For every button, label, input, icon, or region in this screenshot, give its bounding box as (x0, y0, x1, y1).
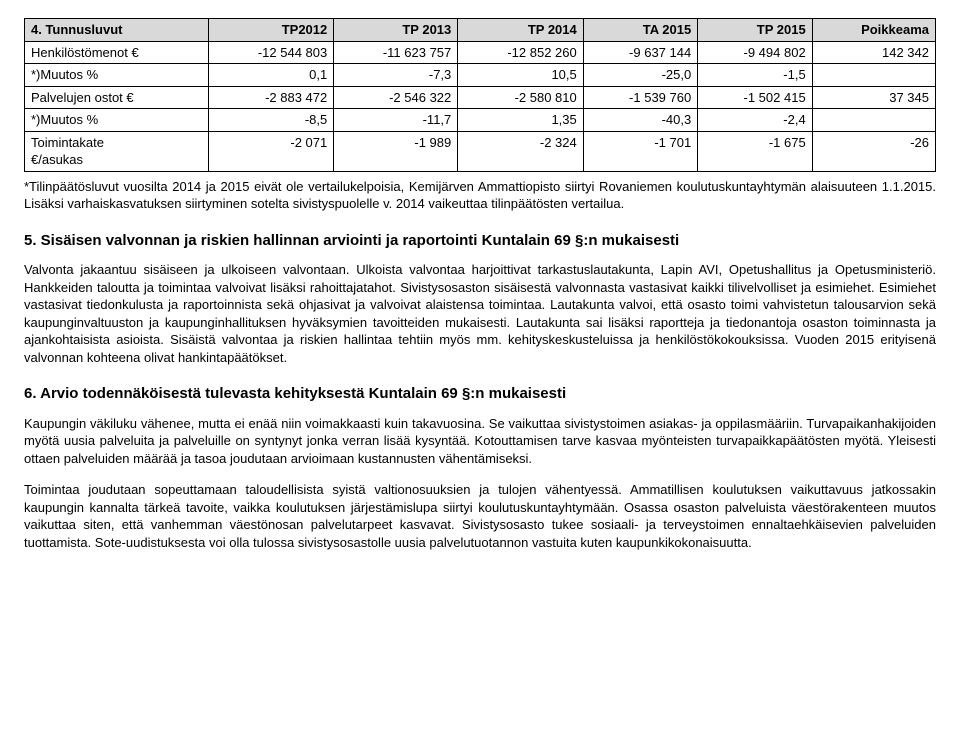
row-label: Toimintakate €/asukas (25, 131, 209, 171)
table-row: *)Muutos %-8,5-11,71,35-40,3-2,4 (25, 109, 936, 132)
table-row: *)Muutos %0,1-7,310,5-25,0-1,5 (25, 64, 936, 87)
cell-value: 10,5 (458, 64, 583, 87)
col-header: 4. Tunnusluvut (25, 19, 209, 42)
cell-value: -12 852 260 (458, 41, 583, 64)
cell-value: -2,4 (698, 109, 812, 132)
section6-paragraph-1: Kaupungin väkiluku vähenee, mutta ei enä… (24, 415, 936, 468)
cell-value: -26 (812, 131, 935, 171)
section5-title: 5. Sisäisen valvonnan ja riskien hallinn… (24, 231, 936, 251)
col-header: TP 2013 (334, 19, 458, 42)
row-label: Henkilöstömenot € (25, 41, 209, 64)
cell-value: -1 675 (698, 131, 812, 171)
cell-value: -11,7 (334, 109, 458, 132)
section5-paragraph: Valvonta jakaantuu sisäiseen ja ulkoisee… (24, 261, 936, 366)
cell-value: -40,3 (583, 109, 697, 132)
cell-value (812, 109, 935, 132)
cell-value (812, 64, 935, 87)
table-footnote: *Tilinpäätösluvut vuosilta 2014 ja 2015 … (24, 178, 936, 213)
cell-value: 0,1 (208, 64, 333, 87)
cell-value: -2 580 810 (458, 86, 583, 109)
col-header: TA 2015 (583, 19, 697, 42)
section6-paragraph-2: Toimintaa joudutaan sopeuttamaan taloude… (24, 481, 936, 551)
cell-value: -1 502 415 (698, 86, 812, 109)
cell-value: -25,0 (583, 64, 697, 87)
financial-table: 4. Tunnusluvut TP2012 TP 2013 TP 2014 TA… (24, 18, 936, 172)
cell-value: 1,35 (458, 109, 583, 132)
cell-value: -2 883 472 (208, 86, 333, 109)
cell-value: -1,5 (698, 64, 812, 87)
cell-value: -1 701 (583, 131, 697, 171)
cell-value: -11 623 757 (334, 41, 458, 64)
table-row: Toimintakate €/asukas-2 071-1 989-2 324-… (25, 131, 936, 171)
cell-value: -12 544 803 (208, 41, 333, 64)
col-header: TP 2015 (698, 19, 812, 42)
section6-title: 6. Arvio todennäköisestä tulevasta kehit… (24, 384, 936, 404)
cell-value: -9 637 144 (583, 41, 697, 64)
table-row: Henkilöstömenot €-12 544 803-11 623 757-… (25, 41, 936, 64)
table-row: Palvelujen ostot €-2 883 472-2 546 322-2… (25, 86, 936, 109)
cell-value: -2 071 (208, 131, 333, 171)
cell-value: 37 345 (812, 86, 935, 109)
cell-value: -1 539 760 (583, 86, 697, 109)
row-label: *)Muutos % (25, 64, 209, 87)
col-header: Poikkeama (812, 19, 935, 42)
table-header-row: 4. Tunnusluvut TP2012 TP 2013 TP 2014 TA… (25, 19, 936, 42)
cell-value: -8,5 (208, 109, 333, 132)
cell-value: -9 494 802 (698, 41, 812, 64)
col-header: TP 2014 (458, 19, 583, 42)
row-label: *)Muutos % (25, 109, 209, 132)
cell-value: -2 546 322 (334, 86, 458, 109)
cell-value: 142 342 (812, 41, 935, 64)
col-header: TP2012 (208, 19, 333, 42)
row-label: Palvelujen ostot € (25, 86, 209, 109)
cell-value: -1 989 (334, 131, 458, 171)
cell-value: -2 324 (458, 131, 583, 171)
cell-value: -7,3 (334, 64, 458, 87)
